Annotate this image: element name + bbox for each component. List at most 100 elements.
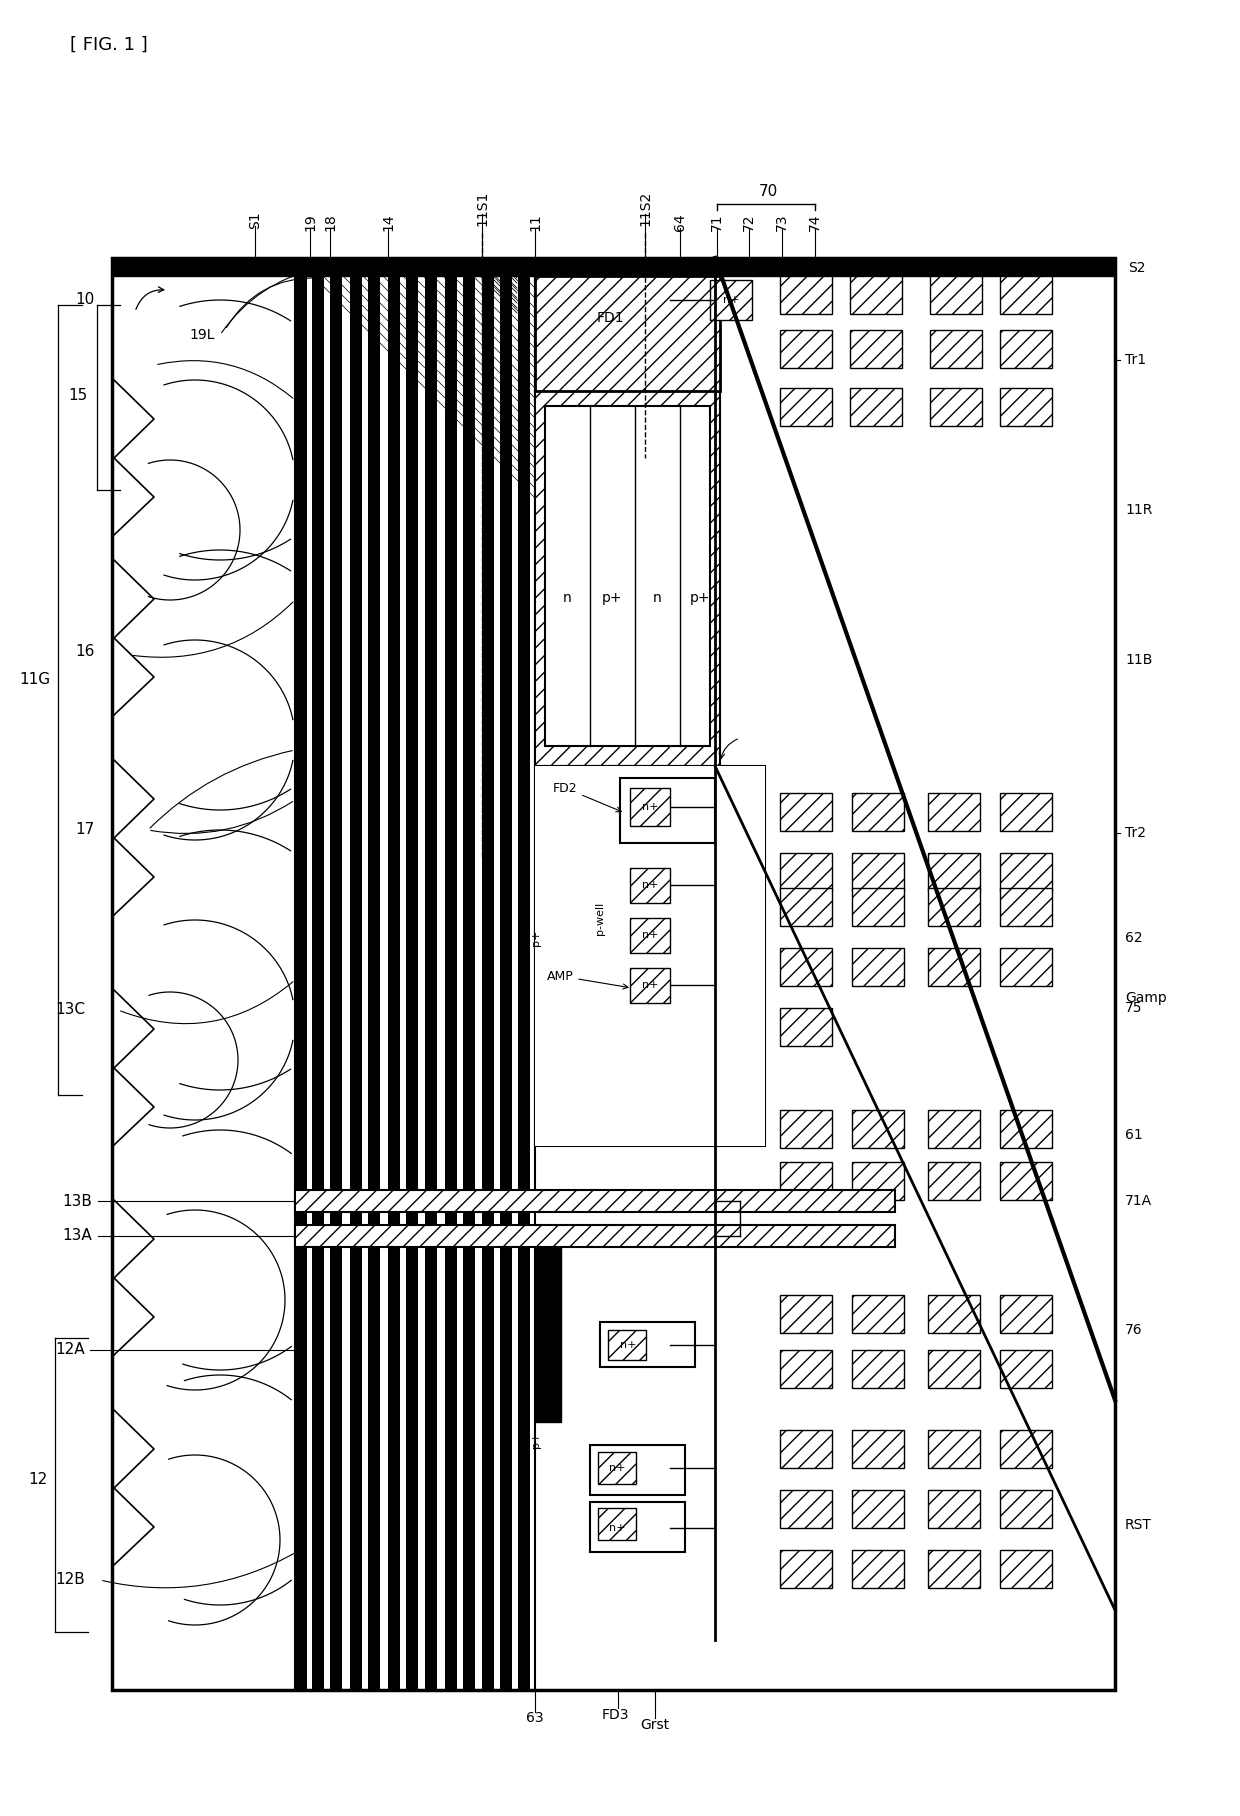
Text: 73: 73 (775, 212, 789, 231)
Text: 10: 10 (76, 292, 95, 307)
Text: 11R: 11R (1125, 503, 1152, 518)
Text: n+: n+ (642, 930, 658, 941)
Bar (930, 331, 982, 369)
Bar (112, 258, 1115, 1691)
Text: n+: n+ (642, 881, 658, 890)
Bar (711, 280, 751, 320)
Text: p+: p+ (531, 930, 541, 946)
Text: n+: n+ (642, 981, 658, 990)
Text: 75: 75 (1125, 1001, 1142, 1015)
Bar (849, 389, 901, 427)
Text: 19L: 19L (190, 329, 215, 341)
Text: n: n (563, 590, 572, 605)
Bar (852, 888, 904, 926)
Bar (999, 1110, 1052, 1148)
Text: S1: S1 (248, 211, 262, 229)
Bar (780, 888, 832, 926)
Bar (780, 1551, 832, 1587)
Bar (630, 788, 670, 826)
Bar (620, 777, 715, 843)
Text: 14: 14 (381, 212, 396, 231)
Bar (849, 331, 901, 369)
Text: 72: 72 (742, 212, 756, 231)
Bar (590, 1502, 684, 1553)
Bar (295, 1226, 895, 1248)
Bar (780, 1008, 832, 1046)
Bar (928, 888, 980, 926)
Text: FD3: FD3 (601, 1709, 629, 1722)
Bar (598, 1453, 636, 1484)
Text: Tr2: Tr2 (1125, 826, 1146, 841)
Bar (930, 389, 982, 427)
Bar (312, 258, 324, 1691)
Text: n+: n+ (620, 1340, 636, 1349)
Bar (780, 1162, 832, 1200)
Text: FD1: FD1 (596, 311, 624, 325)
Bar (780, 1429, 832, 1467)
Bar (852, 948, 904, 986)
Bar (999, 1429, 1052, 1467)
Bar (928, 1110, 980, 1148)
Text: 15: 15 (68, 387, 88, 403)
Text: 71A: 71A (1125, 1193, 1152, 1208)
Bar (852, 1489, 904, 1527)
Bar (546, 407, 711, 746)
Bar (999, 794, 1052, 832)
Text: 61: 61 (1125, 1128, 1143, 1142)
Bar (518, 258, 529, 1691)
Bar (999, 1162, 1052, 1200)
Text: n+: n+ (642, 803, 658, 812)
Bar (780, 331, 832, 369)
Text: 11G: 11G (19, 672, 50, 688)
Bar (928, 1489, 980, 1527)
Bar (999, 1349, 1052, 1387)
Bar (350, 258, 362, 1691)
Bar (546, 407, 711, 746)
Bar (852, 794, 904, 832)
Text: 12A: 12A (56, 1342, 86, 1358)
Bar (630, 968, 670, 1002)
Text: 17: 17 (76, 823, 95, 837)
Bar (445, 258, 458, 1691)
Text: Grst: Grst (640, 1718, 670, 1732)
Text: 62: 62 (1125, 932, 1142, 944)
Text: 11B: 11B (1125, 654, 1152, 666)
Bar (295, 258, 308, 1691)
Text: FD2: FD2 (553, 781, 621, 812)
Bar (999, 389, 1052, 427)
Text: 74: 74 (808, 212, 822, 231)
Bar (999, 888, 1052, 926)
Bar (112, 258, 1115, 276)
Bar (852, 854, 904, 892)
Text: 70: 70 (759, 185, 777, 200)
Bar (780, 794, 832, 832)
Text: 63: 63 (526, 1711, 544, 1725)
Text: 64: 64 (673, 212, 687, 231)
Text: n+: n+ (609, 1464, 625, 1473)
Text: 19: 19 (303, 212, 317, 231)
Bar (999, 1489, 1052, 1527)
Text: p+: p+ (601, 590, 622, 605)
Bar (534, 276, 720, 390)
Text: p+: p+ (531, 1431, 541, 1447)
Bar (780, 1489, 832, 1527)
Bar (928, 1551, 980, 1587)
Bar (608, 1329, 646, 1360)
Text: Gamp: Gamp (1125, 992, 1167, 1004)
Bar (999, 1295, 1052, 1333)
Bar (999, 1551, 1052, 1587)
Bar (500, 258, 512, 1691)
Bar (482, 258, 494, 1691)
Text: n: n (652, 590, 661, 605)
Bar (780, 948, 832, 986)
Text: p+: p+ (689, 590, 711, 605)
Text: [ FIG. 1 ]: [ FIG. 1 ] (69, 36, 148, 54)
Text: n+: n+ (609, 1524, 625, 1533)
Bar (928, 1429, 980, 1467)
Bar (630, 868, 670, 903)
Bar (852, 1551, 904, 1587)
Bar (852, 1110, 904, 1148)
Bar (928, 1349, 980, 1387)
Bar (928, 948, 980, 986)
Bar (600, 1322, 694, 1367)
